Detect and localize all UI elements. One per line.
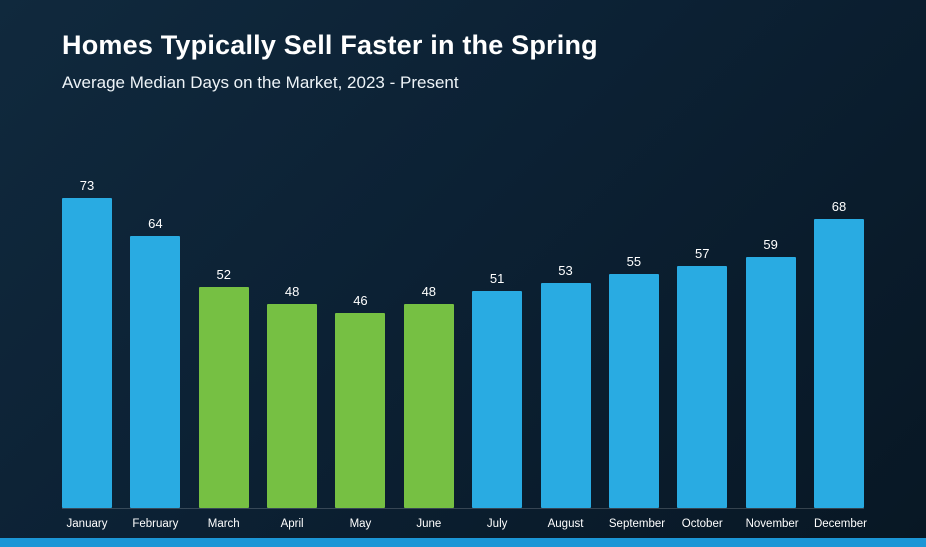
bar-group: 57 (677, 246, 728, 508)
bar-group: 55 (608, 254, 659, 508)
x-axis-label: October (681, 518, 723, 530)
bar (403, 304, 454, 508)
bar-group: 53 (540, 263, 591, 508)
x-axis-label: May (349, 518, 372, 530)
x-axis-label: August (547, 518, 584, 530)
x-axis-labels: January February March April May June July Augu… (62, 518, 868, 530)
bar-value-label: 46 (353, 293, 368, 308)
chart-title: Homes Typically Sell Faster in the Sprin… (62, 30, 598, 60)
bar-group: 73 (62, 178, 112, 508)
bar-value-label: 64 (148, 216, 163, 231)
bar-group: 46 (335, 293, 386, 508)
x-axis-label: February (132, 518, 179, 530)
bar-value-label: 59 (763, 237, 778, 252)
bar (472, 291, 523, 508)
x-axis-label: July (486, 518, 508, 530)
bar-group: 48 (267, 284, 318, 508)
bar (130, 236, 181, 508)
bar (813, 219, 864, 508)
bar-group: 68 (813, 199, 864, 508)
x-axis-label: June (416, 518, 442, 530)
bar-group: 59 (745, 237, 796, 508)
bar-value-label: 51 (489, 271, 505, 286)
bar (677, 266, 728, 508)
bar-group: 52 (198, 267, 249, 508)
bar-value-label: 48 (421, 284, 437, 299)
bar (608, 274, 659, 508)
x-axis-label: December (813, 518, 868, 530)
x-axis-label: September (608, 518, 666, 530)
x-axis-label: March (207, 518, 240, 530)
bar (745, 257, 796, 508)
bottom-accent-bar (0, 538, 926, 547)
bar (62, 198, 112, 508)
bar-value-label: 68 (831, 199, 847, 214)
bar-value-label: 53 (558, 263, 573, 278)
bar-value-label: 73 (79, 178, 95, 193)
bar-value-label: 48 (284, 284, 300, 299)
bar (198, 287, 249, 508)
bar (540, 283, 591, 508)
bar-group: 64 (130, 216, 181, 508)
bar-group: 48 (403, 284, 454, 508)
bar-plot: 73 64 52 48 46 48 51 53 55 57 59 68 (62, 168, 864, 509)
bar-group: 51 (472, 271, 523, 508)
bar (335, 313, 386, 508)
bar-value-label: 57 (695, 246, 710, 261)
x-axis-label: November (745, 518, 799, 530)
bar (267, 304, 318, 508)
bar-chart: 73 64 52 48 46 48 51 53 55 57 59 68 January February… (62, 168, 868, 530)
chart-subtitle: Average Median Days on the Market, 2023 … (62, 73, 459, 92)
x-axis-label: April (280, 518, 304, 530)
bar-value-label: 55 (626, 254, 642, 269)
x-axis-label: January (66, 518, 108, 530)
bar-value-label: 52 (216, 267, 231, 282)
slide: Homes Typically Sell Faster in the Sprin… (0, 30, 926, 547)
